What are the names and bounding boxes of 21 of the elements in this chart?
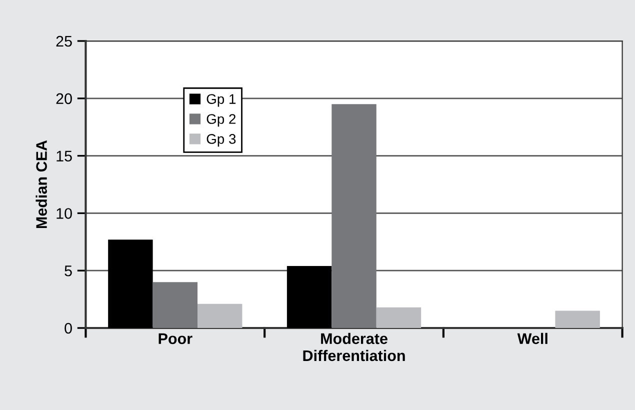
legend-label: Gp 3 <box>206 134 236 147</box>
y-tick-label: 20 <box>56 93 72 104</box>
bar <box>555 310 600 328</box>
legend-label: Gp 1 <box>206 94 236 107</box>
y-tick-label: 0 <box>64 322 72 334</box>
x-axis-title: Differentiation <box>303 350 405 362</box>
bar <box>332 104 376 328</box>
y-tick-label: 10 <box>56 208 72 219</box>
legend-label: Gp 2 <box>206 114 236 127</box>
y-tick-label: 15 <box>56 150 72 162</box>
x-tick-label: Well <box>517 332 548 344</box>
bar <box>152 282 198 328</box>
bar <box>108 240 153 328</box>
y-axis-title: Median CEA <box>36 140 47 228</box>
y-tick-label: 5 <box>64 266 72 276</box>
y-tick-label: 25 <box>56 36 72 47</box>
bar <box>376 307 422 328</box>
bar <box>286 266 332 328</box>
x-tick-label: Moderate <box>321 332 388 344</box>
x-tick-label: Poor <box>158 333 192 344</box>
bar <box>198 304 242 328</box>
